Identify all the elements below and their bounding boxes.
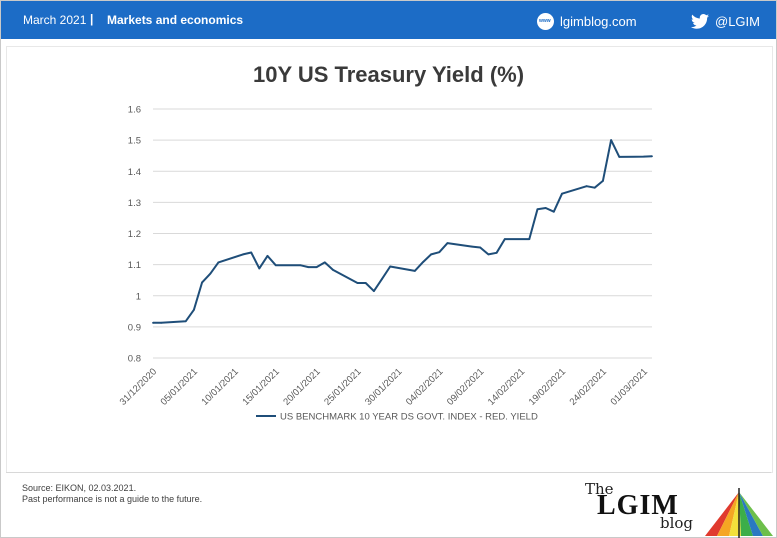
- y-tick-label: 1: [136, 291, 141, 302]
- logo-blog: blog: [660, 514, 694, 532]
- data-point: [184, 320, 187, 323]
- site-label: lgimblog.com: [560, 13, 637, 29]
- data-point: [593, 186, 596, 189]
- data-point: [536, 208, 539, 211]
- data-point: [651, 155, 653, 158]
- data-point: [274, 264, 277, 267]
- lgim-blog-logo: The LGIM blog: [585, 478, 775, 538]
- data-point: [479, 246, 482, 249]
- data-point: [438, 251, 441, 254]
- data-point: [561, 192, 563, 195]
- data-point: [332, 269, 334, 271]
- data-point: [544, 207, 547, 209]
- data-point: [528, 238, 531, 241]
- data-point: [209, 272, 212, 275]
- data-point: [372, 290, 375, 292]
- data-point: [471, 245, 473, 248]
- legend: US BENCHMARK 10 YEAR DS GOVT. INDEX - RE…: [256, 412, 538, 423]
- x-tick-label: 19/02/2021: [527, 366, 568, 407]
- data-point: [160, 321, 163, 324]
- logo-the: The: [585, 480, 614, 498]
- data-point: [258, 267, 261, 270]
- source-note: Source: EIKON, 02.03.2021. Past performa…: [22, 483, 202, 505]
- source-text: Source: EIKON, 02.03.2021.: [22, 483, 137, 493]
- data-point: [413, 269, 416, 272]
- x-tick-label: 30/01/2021: [363, 366, 404, 407]
- y-axis-ticks: 0.8 0.9 1 1.1 1.2 1.3 1.4 1.5 1.6: [128, 105, 141, 365]
- data-point: [585, 185, 588, 188]
- y-tick-label: 1.1: [128, 260, 141, 271]
- globe-icon: [537, 12, 554, 30]
- data-point: [315, 266, 318, 269]
- series-line: [153, 139, 653, 324]
- data-point: [389, 265, 392, 268]
- x-tick-label: 04/02/2021: [404, 366, 445, 407]
- data-point: [610, 139, 612, 142]
- header-date: March 2021: [23, 13, 87, 27]
- umbrella-icon: [705, 488, 773, 538]
- data-point: [618, 156, 621, 158]
- x-tick-label: 10/01/2021: [200, 366, 241, 407]
- footer-divider: [6, 472, 771, 473]
- data-point: [307, 266, 310, 269]
- data-point: [487, 253, 490, 256]
- chart-title: 10Y US Treasury Yield (%): [252, 62, 525, 87]
- x-tick-label: 15/01/2021: [240, 366, 281, 407]
- header-separator: |: [90, 12, 94, 26]
- x-tick-label: 31/12/2020: [118, 366, 159, 407]
- y-tick-label: 1.5: [128, 136, 141, 147]
- data-point: [193, 308, 195, 311]
- data-point: [299, 264, 302, 267]
- chart-panel: [6, 46, 773, 473]
- data-point: [430, 253, 433, 256]
- data-point: [495, 251, 498, 254]
- x-tick-label: 24/02/2021: [568, 366, 609, 407]
- data-point: [201, 281, 203, 284]
- data-point: [642, 155, 645, 158]
- header-bar: March 2021 | Markets and economics lgimb…: [1, 1, 776, 39]
- data-point: [217, 261, 220, 264]
- legend-label: US BENCHMARK 10 YEAR DS GOVT. INDEX - RE…: [280, 412, 538, 423]
- data-point: [602, 179, 604, 182]
- data-point: [446, 242, 449, 245]
- y-tick-label: 1.6: [128, 105, 141, 116]
- y-tick-label: 0.9: [128, 322, 141, 333]
- x-tick-label: 14/02/2021: [486, 366, 527, 407]
- x-tick-label: 20/01/2021: [281, 366, 322, 407]
- x-tick-label: 25/01/2021: [322, 366, 363, 407]
- gridlines: [153, 108, 652, 359]
- y-tick-label: 1.4: [128, 167, 141, 178]
- data-point: [266, 255, 269, 257]
- y-tick-label: 0.8: [128, 354, 141, 365]
- data-point: [552, 210, 555, 213]
- disclaimer-text: Past performance is not a guide to the f…: [22, 494, 203, 504]
- data-point: [364, 282, 367, 284]
- y-tick-label: 1.2: [128, 229, 141, 240]
- x-tick-label: 09/02/2021: [445, 366, 486, 407]
- logo-lgim: LGIM: [597, 490, 679, 521]
- data-point: [242, 253, 244, 256]
- data-point: [250, 251, 253, 254]
- twitter-icon: [691, 13, 709, 29]
- site-link[interactable]: lgimblog.com: [537, 11, 637, 31]
- data-point: [381, 278, 383, 280]
- data-point: [356, 282, 359, 284]
- series-layer: [152, 139, 653, 324]
- x-tick-label: 01/03/2021: [609, 366, 650, 407]
- data-point: [503, 238, 506, 241]
- y-tick-label: 1.3: [128, 198, 141, 209]
- data-point: [323, 261, 326, 264]
- twitter-link[interactable]: @LGIM: [691, 11, 760, 31]
- x-axis-ticks: 31/12/2020 05/01/2021 10/01/2021 15/01/2021…: [118, 366, 650, 407]
- header-section-link[interactable]: Markets and economics: [107, 13, 244, 27]
- data-point: [422, 261, 424, 264]
- data-point: [152, 321, 154, 324]
- twitter-handle: @LGIM: [715, 13, 760, 29]
- x-tick-label: 05/01/2021: [159, 366, 200, 407]
